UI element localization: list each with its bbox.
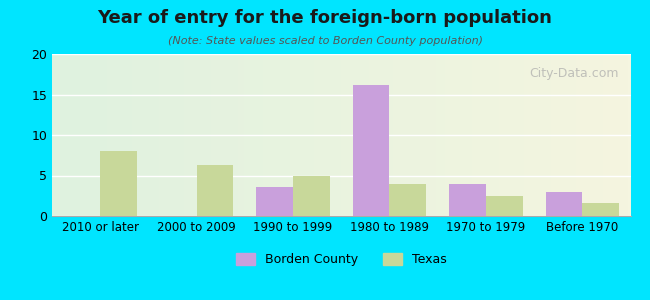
- Bar: [256, 187, 293, 216]
- Bar: [449, 184, 486, 216]
- Bar: [545, 192, 582, 216]
- Legend: Borden County, Texas: Borden County, Texas: [231, 248, 452, 271]
- Bar: [293, 176, 330, 216]
- Bar: [196, 165, 233, 216]
- Bar: [582, 203, 619, 216]
- Text: Year of entry for the foreign-born population: Year of entry for the foreign-born popul…: [98, 9, 552, 27]
- Bar: [353, 85, 389, 216]
- Text: (Note: State values scaled to Borden County population): (Note: State values scaled to Borden Cou…: [168, 36, 482, 46]
- Bar: [389, 184, 426, 216]
- Text: City-Data.com: City-Data.com: [530, 67, 619, 80]
- Bar: [100, 151, 137, 216]
- Bar: [486, 196, 523, 216]
